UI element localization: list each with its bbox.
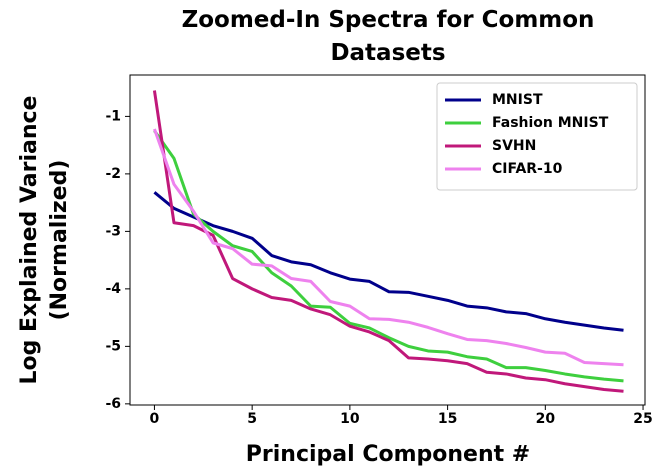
series-line xyxy=(152,90,624,393)
series-line xyxy=(153,191,624,332)
y-tick-label: -3 xyxy=(105,223,121,239)
legend-label: CIFAR-10 xyxy=(492,161,563,177)
plot-frame xyxy=(129,74,646,406)
y-tick-label: -6 xyxy=(105,396,121,412)
series-line xyxy=(153,129,624,383)
x-tick-label: 15 xyxy=(438,411,457,427)
legend-label: SVHN xyxy=(492,138,536,154)
y-tick-label: -1 xyxy=(105,108,121,124)
y-tick-label: -2 xyxy=(105,166,121,182)
y-tick-label: -5 xyxy=(105,338,121,354)
x-tick-label: 0 xyxy=(150,411,160,427)
chart: 0 5 10 15 20 25 -6 -5 -4 -3 -2 -1 MNIST Fashion MNIST… xyxy=(105,74,653,427)
legend-label: Fashion MNIST xyxy=(492,115,609,131)
x-tick-label: 20 xyxy=(536,411,556,427)
x-tick-label: 25 xyxy=(633,411,652,427)
legend-box xyxy=(436,82,638,191)
x-tick-label: 5 xyxy=(247,411,257,427)
x-axis-label: Principal Component # xyxy=(245,442,531,467)
x-tick-label: 10 xyxy=(340,411,360,427)
legend-label: MNIST xyxy=(492,92,543,108)
y-tick-label: -4 xyxy=(105,281,121,297)
chart-title: Zoomed-In Spectra for Common Datasets xyxy=(181,7,595,66)
series-line xyxy=(153,128,624,367)
